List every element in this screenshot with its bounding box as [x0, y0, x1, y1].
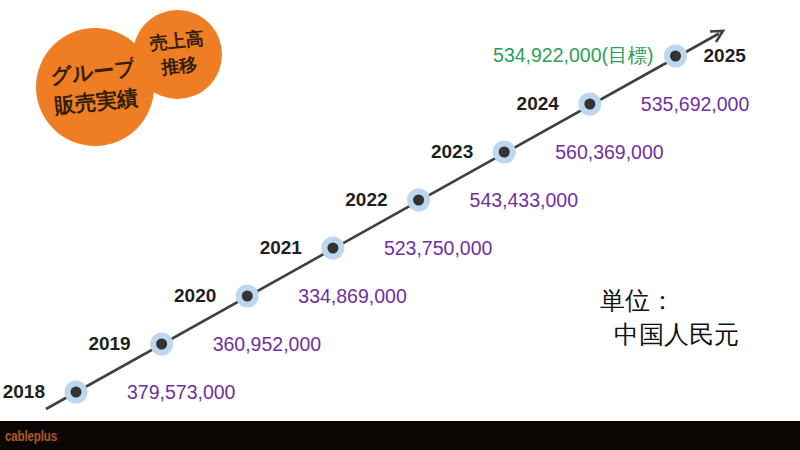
footer-bar: cableplus — [0, 421, 800, 450]
marker-dot-2019 — [156, 339, 167, 350]
badge-revenue-trend: 売上高 推移 — [133, 10, 222, 99]
value-label-2024: 535,692,000 — [641, 93, 749, 116]
badge-primary-line1: グループ — [50, 55, 138, 88]
marker-dot-2021 — [327, 243, 338, 254]
badge-secondary-line2: 推移 — [160, 55, 198, 79]
year-label-2023: 2023 — [431, 141, 473, 163]
value-label-2019: 360,952,000 — [213, 333, 321, 356]
badge-primary-line2: 販売実績 — [54, 86, 140, 119]
unit-note-line1: 単位： — [600, 284, 739, 318]
unit-note: 単位： 中国人民元 — [600, 284, 739, 353]
unit-note-line2: 中国人民元 — [600, 318, 739, 352]
value-label-2020: 334,869,000 — [298, 285, 406, 308]
marker-dot-2023 — [499, 147, 510, 158]
year-label-2021: 2021 — [260, 237, 302, 259]
year-label-2022: 2022 — [345, 189, 387, 211]
value-label-2022: 543,433,000 — [470, 189, 578, 212]
badge-secondary-line1: 売上高 — [148, 29, 204, 55]
year-label-2018: 2018 — [3, 381, 45, 403]
marker-dot-2020 — [242, 291, 253, 302]
badge-revenue-trend-text: 売上高 推移 — [148, 27, 207, 83]
value-label-2018: 379,573,000 — [127, 381, 235, 404]
marker-dot-2024 — [584, 99, 595, 110]
year-label-2019: 2019 — [88, 333, 130, 355]
year-label-2024: 2024 — [517, 93, 559, 115]
value-label-2021: 523,750,000 — [384, 237, 492, 260]
year-label-2020: 2020 — [174, 285, 216, 307]
year-label-2025: 2025 — [704, 45, 746, 67]
cableplus-logo: cableplus — [5, 428, 57, 444]
badge-group-sales-text: グループ 販売実績 — [49, 52, 140, 121]
slide: 2018 379,573,000 2019 360,952,000 2020 334,86… — [0, 0, 800, 450]
value-label-2023: 560,369,000 — [555, 141, 663, 164]
marker-dot-2022 — [413, 195, 424, 206]
value-label-2025: 534,922,000(目標) — [493, 42, 653, 69]
marker-dot-2025 — [670, 51, 681, 62]
marker-dot-2018 — [71, 387, 82, 398]
